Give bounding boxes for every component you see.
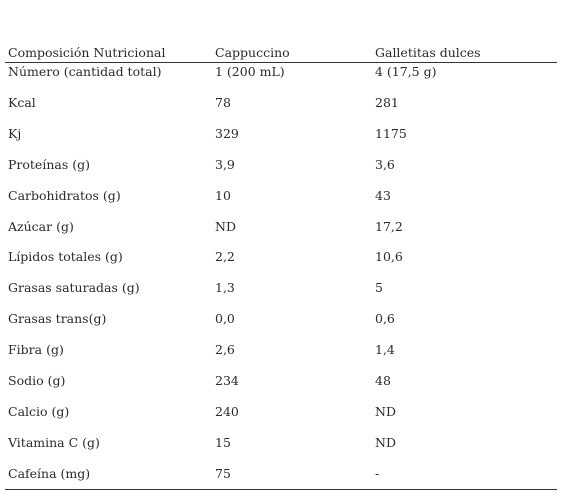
cell-value: 10,6: [375, 249, 403, 265]
cell-value: 17,2: [375, 218, 403, 234]
cell-value: 5: [375, 280, 383, 296]
row-label: Carbohidratos (g): [8, 187, 121, 203]
header-cell: Composición Nutricional: [8, 45, 166, 60]
cell-value: 0,6: [375, 311, 395, 327]
cell-value: 234: [215, 373, 239, 388]
cell-value: 1,4: [375, 342, 395, 358]
header-cell: Galletitas dulces: [375, 45, 481, 60]
cell-value: -: [375, 465, 380, 481]
bottom-rule: [5, 489, 557, 490]
row-label: Azúcar (g): [8, 218, 74, 234]
cell-value: 0,0: [215, 311, 235, 327]
cell-value: 2,6: [215, 342, 235, 358]
cell-value: ND: [375, 403, 396, 419]
row-label: Proteínas (g): [8, 156, 90, 172]
row-label: Cafeína (mg): [8, 465, 91, 481]
cell-value: ND: [215, 218, 236, 234]
row-label: Fibra (g): [8, 342, 64, 358]
row-label: Lípidos totales (g): [8, 249, 123, 265]
cell-value: 329: [215, 125, 239, 141]
cell-value: 1 (200 mL): [215, 64, 285, 79]
row-label: Grasas trans(g): [8, 311, 107, 327]
cell-value: 1,3: [215, 280, 235, 296]
cell-value: 15: [215, 434, 231, 450]
row-label: Vitamina C (g): [8, 434, 100, 450]
cell-value: 75: [215, 465, 231, 481]
header-cell: Cappuccino: [215, 45, 290, 60]
header-rule: [5, 62, 557, 63]
row-label: Kcal: [8, 94, 36, 110]
cell-value: 3,6: [375, 156, 395, 172]
cell-value: 2,2: [215, 249, 235, 265]
cell-value: 1175: [375, 125, 407, 141]
row-label: Número (cantidad total): [8, 64, 162, 79]
cell-value: 43: [375, 187, 391, 203]
cell-value: 78: [215, 94, 231, 110]
cell-value: 240: [215, 403, 239, 419]
cell-value: 48: [375, 373, 391, 388]
cell-value: ND: [375, 434, 396, 450]
row-label: Grasas saturadas (g): [8, 280, 140, 296]
cell-value: 281: [375, 94, 399, 110]
row-label: Calcio (g): [8, 403, 70, 419]
cell-value: 4 (17,5 g): [375, 64, 437, 79]
row-label: Kj: [8, 125, 22, 141]
cell-value: 10: [215, 187, 231, 203]
row-label: Sodio (g): [8, 373, 66, 388]
cell-value: 3,9: [215, 156, 235, 172]
